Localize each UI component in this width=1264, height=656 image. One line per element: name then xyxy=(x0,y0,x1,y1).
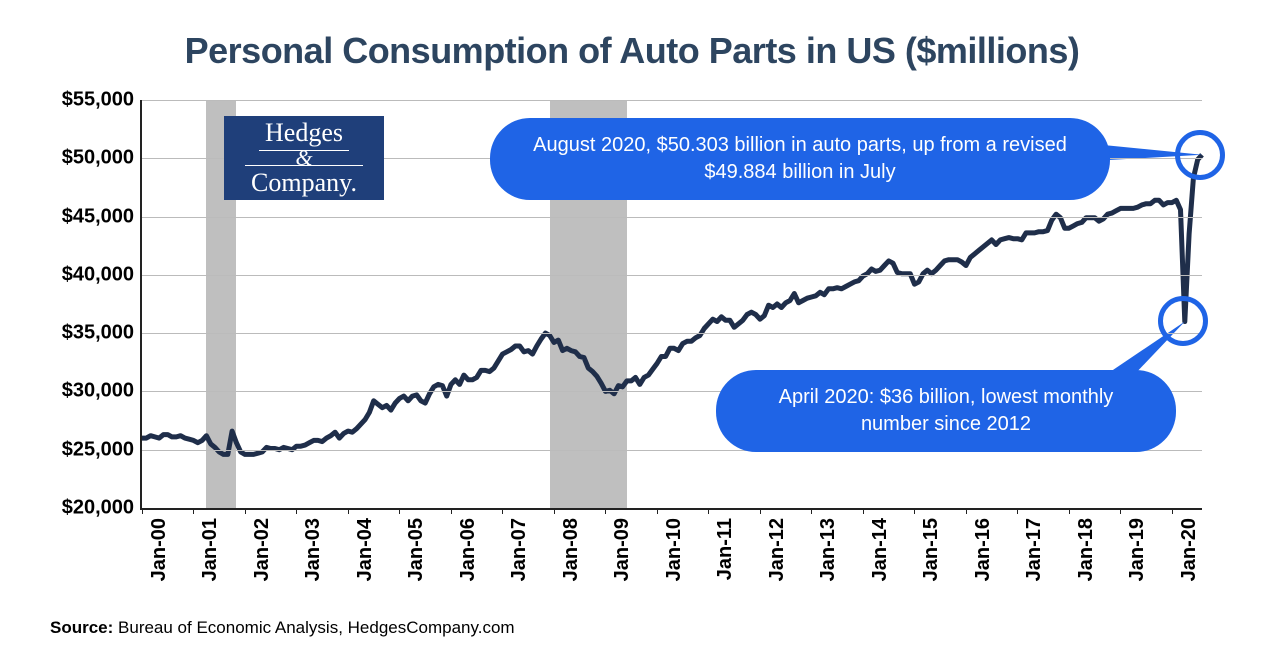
x-tick-label: Jan-03 xyxy=(302,518,325,581)
x-tick xyxy=(657,508,658,514)
chart-title: Personal Consumption of Auto Parts in US… xyxy=(0,30,1264,72)
callout-0: August 2020, $50.303 billion in auto par… xyxy=(490,118,1110,200)
highlight-circle xyxy=(1158,296,1208,346)
y-tick-label: $55,000 xyxy=(14,89,134,112)
x-tick xyxy=(708,508,709,514)
x-tick-label: Jan-15 xyxy=(920,518,943,581)
grid-line xyxy=(142,217,1202,218)
x-tick xyxy=(1017,508,1018,514)
x-tick xyxy=(966,508,967,514)
x-tick-label: Jan-09 xyxy=(611,518,634,581)
x-tick-label: Jan-19 xyxy=(1126,518,1149,581)
x-tick-label: Jan-13 xyxy=(817,518,840,581)
callout-1: April 2020: $36 billion, lowest monthly … xyxy=(716,370,1176,452)
highlight-circle xyxy=(1175,130,1225,180)
x-tick xyxy=(245,508,246,514)
grid-line xyxy=(142,100,1202,101)
source-label: Source: xyxy=(50,618,113,637)
x-tick-label: Jan-05 xyxy=(405,518,428,581)
x-tick-label: Jan-12 xyxy=(766,518,789,581)
x-tick xyxy=(399,508,400,514)
x-tick-label: Jan-02 xyxy=(251,518,274,581)
chart-container: Personal Consumption of Auto Parts in US… xyxy=(0,0,1264,656)
x-tick xyxy=(1069,508,1070,514)
y-tick-label: $45,000 xyxy=(14,205,134,228)
source-text: Bureau of Economic Analysis, HedgesCompa… xyxy=(113,618,514,637)
x-tick-label: Jan-01 xyxy=(199,518,222,581)
y-tick-label: $50,000 xyxy=(14,147,134,170)
y-tick-label: $25,000 xyxy=(14,438,134,461)
x-tick xyxy=(451,508,452,514)
x-tick xyxy=(760,508,761,514)
x-tick-label: Jan-16 xyxy=(972,518,995,581)
logo-line2: Company. xyxy=(245,165,363,198)
x-tick xyxy=(502,508,503,514)
x-tick-label: Jan-06 xyxy=(457,518,480,581)
x-tick-label: Jan-18 xyxy=(1075,518,1098,581)
source-citation: Source: Bureau of Economic Analysis, Hed… xyxy=(50,618,515,638)
y-tick-label: $35,000 xyxy=(14,322,134,345)
x-tick xyxy=(1172,508,1173,514)
y-tick-label: $40,000 xyxy=(14,263,134,286)
x-tick-label: Jan-08 xyxy=(560,518,583,581)
x-tick-label: Jan-00 xyxy=(148,518,171,581)
x-tick-label: Jan-17 xyxy=(1023,518,1046,581)
x-tick-label: Jan-14 xyxy=(869,518,892,581)
x-tick-label: Jan-07 xyxy=(508,518,531,581)
y-tick-label: $30,000 xyxy=(14,380,134,403)
x-tick xyxy=(296,508,297,514)
x-tick xyxy=(348,508,349,514)
x-tick-label: Jan-04 xyxy=(354,518,377,581)
x-tick-label: Jan-20 xyxy=(1178,518,1201,581)
x-tick xyxy=(811,508,812,514)
x-tick xyxy=(605,508,606,514)
hedges-logo: Hedges & Company. xyxy=(224,116,384,200)
grid-line xyxy=(142,333,1202,334)
x-tick xyxy=(914,508,915,514)
x-tick xyxy=(193,508,194,514)
x-tick xyxy=(1120,508,1121,514)
x-tick-label: Jan-10 xyxy=(663,518,686,581)
x-tick-label: Jan-11 xyxy=(714,518,737,580)
x-tick xyxy=(142,508,143,514)
x-tick xyxy=(863,508,864,514)
y-tick-label: $20,000 xyxy=(14,497,134,520)
grid-line xyxy=(142,275,1202,276)
x-tick xyxy=(554,508,555,514)
